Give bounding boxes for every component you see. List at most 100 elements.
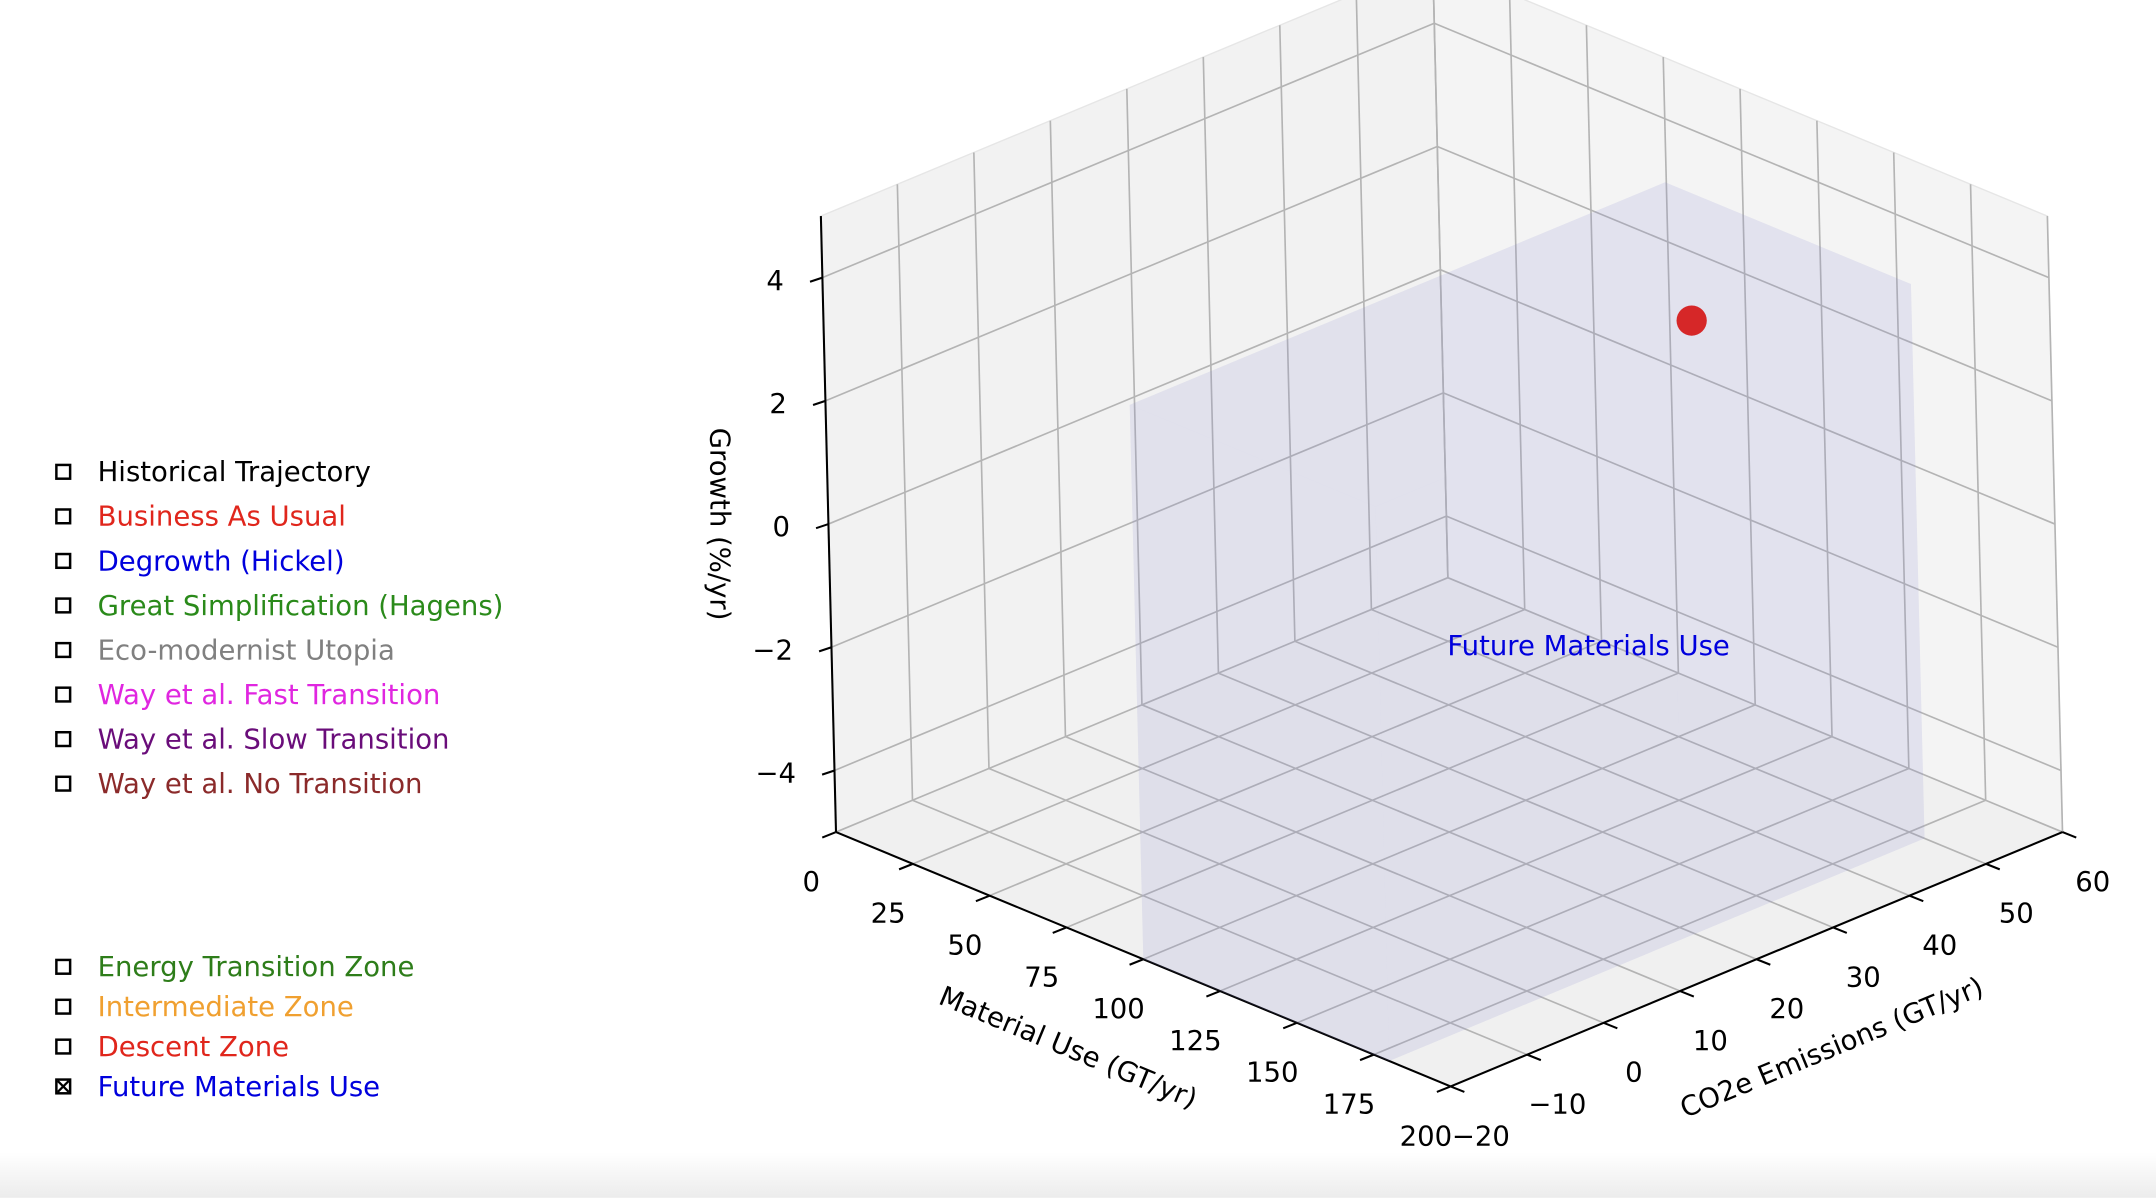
grid-line [912,799,1528,1056]
tick-mark [1282,1021,1298,1030]
checkbox-label: Descent Zone [98,1031,289,1063]
checkbox[interactable] [55,958,72,975]
checkbox-label: Intermediate Zone [98,991,354,1023]
axis-line [835,831,1452,1088]
tick-label: 25 [871,898,906,930]
tick-mark [821,831,837,839]
checkbox-row[interactable]: Future Materials Use [55,1071,380,1103]
checkbox[interactable] [55,641,72,659]
axis-line [819,216,838,833]
zone-face [1143,736,1925,1061]
tick-mark [1052,926,1067,934]
tick-label: 0 [772,511,790,543]
checkbox[interactable] [55,1038,72,1055]
checkbox[interactable] [55,731,72,748]
checkbox-row[interactable]: Historical Trajectory [55,456,371,488]
checkbox[interactable] [55,508,72,525]
tick-label: −2 [752,634,793,666]
grid-line [1065,735,1681,992]
checkbox[interactable] [55,463,72,480]
checkbox-label: Way et al. No Transition [98,768,423,800]
tick-label: 0 [803,866,821,898]
tick-label: 0 [1625,1057,1643,1089]
tick-label: 40 [1922,930,1957,962]
tick-mark [1679,990,1695,998]
tick-label: 50 [1999,898,2034,930]
tick-label: 200 [1400,1120,1453,1152]
tick-mark [1985,862,2001,871]
grid-line [1218,672,1834,929]
checkbox-label: Energy Transition Zone [98,951,415,983]
x-axis-label: Material Use (GT/yr) [934,980,1201,1115]
tick-mark [2062,831,2077,839]
zone-face [1129,182,1679,960]
tick-mark [975,894,991,903]
tick-mark [1756,958,1771,966]
grid-line [822,22,1435,279]
grid-line [834,515,1447,772]
grid-line [1446,515,2062,772]
tick-label: 50 [947,930,982,962]
grid-line [831,392,1444,649]
tick-mark [1436,1085,1452,1093]
checkbox-row[interactable]: Eco-modernist Utopia [55,634,395,666]
checkbox-row[interactable]: Way et al. Fast Transition [55,679,440,711]
grid-line [988,767,1604,1024]
zone-face [1375,284,1925,1062]
tick-label: 125 [1169,1025,1222,1057]
checkbox-label: Historical Trajectory [98,456,371,488]
tick-label: 4 [766,265,784,297]
controls: Historical Trajectory Business As Usual De… [55,456,504,1103]
tick-label: 2 [769,388,787,420]
checkbox-row[interactable]: Business As Usual [55,501,346,533]
tick-mark [898,862,914,871]
checkbox-row[interactable]: Way et al. Slow Transition [55,723,450,755]
grid-line [1443,392,2059,649]
tick-label: −20 [1452,1120,1510,1152]
tick-mark [1450,1085,1465,1093]
checkbox-row[interactable]: Great Simplification (Hagens) [55,590,504,622]
checkbox[interactable] [55,597,72,614]
tick-label: 150 [1246,1057,1299,1089]
tick-mark [1526,1053,1542,1062]
checkbox-row[interactable]: Descent Zone [55,1031,289,1063]
tick-label: −4 [755,758,796,790]
checkbox[interactable] [55,998,72,1015]
checkbox-label: Degrowth (Hickel) [98,545,345,577]
tick-mark [821,769,835,776]
check-mark [56,1080,70,1093]
data-point [1676,305,1707,336]
checkbox-row[interactable]: Energy Transition Zone [55,951,415,983]
checkbox[interactable] [55,552,72,570]
zone-annotation: Future Materials Use [1447,630,1729,662]
checkbox[interactable] [55,775,72,792]
tick-mark [1832,926,1848,934]
grid-line [1447,576,2063,833]
tick-mark [815,523,829,530]
grid-line [1141,704,1757,961]
tick-mark [1206,990,1221,998]
tick-mark [1603,1021,1618,1030]
zone-face [1129,182,1911,507]
checkbox-row[interactable]: Way et al. No Transition [55,768,423,800]
checkbox-row[interactable]: Intermediate Zone [55,991,354,1023]
checkbox-row[interactable]: Degrowth (Hickel) [55,545,345,577]
tick-label: 30 [1846,961,1881,993]
checkbox[interactable] [55,686,72,703]
tick-mark [812,399,826,406]
grid-line [1433,22,2050,279]
grid-line [1294,640,1910,897]
tick-mark [1129,958,1144,966]
grid-line [1371,608,1987,865]
tick-mark [1909,894,1924,903]
tick-label: 175 [1323,1089,1376,1121]
tick-label: 100 [1092,993,1145,1025]
checkbox-label: Eco-modernist Utopia [98,634,395,666]
z-axis-label: Growth (%/yr) [703,428,735,621]
grid-line [825,145,1438,402]
checkbox-label: Business As Usual [98,501,346,533]
axis-line [1450,831,2063,1088]
checkbox-label: Great Simplification (Hagens) [98,590,504,622]
